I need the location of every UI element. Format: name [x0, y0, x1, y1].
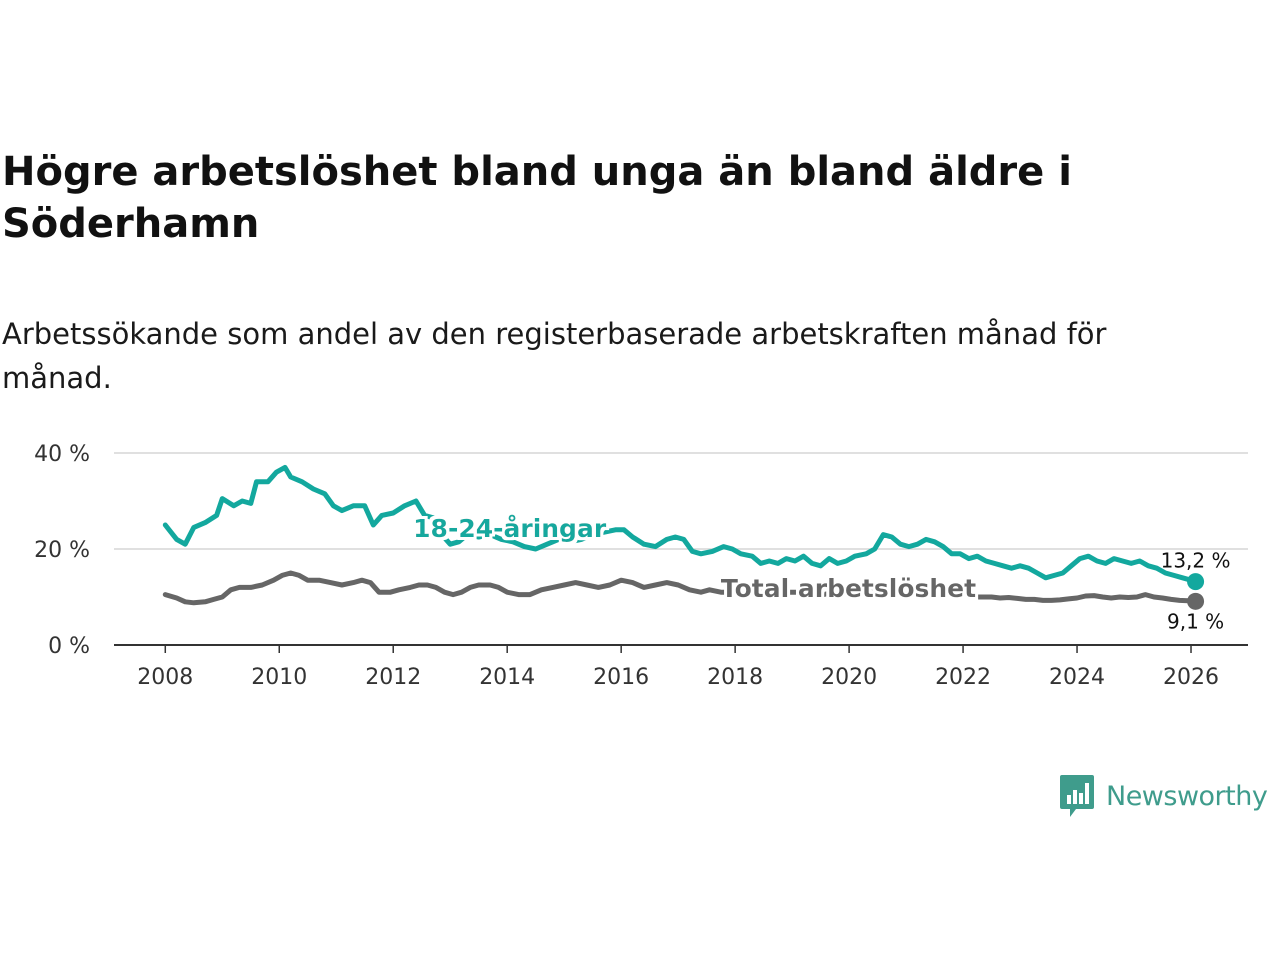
x-tick-label: 2014: [479, 665, 535, 690]
bar-chart-badge-icon: [1060, 775, 1094, 817]
x-tick-label: 2020: [821, 665, 877, 690]
series-line-youth: [162, 464, 1199, 585]
series-label-total: Total arbetslöshet: [721, 574, 976, 603]
series-lines: [162, 464, 1205, 610]
x-tick-label: 2024: [1049, 665, 1105, 690]
series-line-total: [162, 570, 1199, 606]
gridlines: 0 % 20 % 40 %: [34, 442, 1248, 659]
x-axis: 2008 2010 2012 2014 2016 2018 2020 2022 2024 2026: [114, 644, 1248, 690]
chart-title: Högre arbetslöshet bland unga än bland ä…: [2, 149, 1072, 247]
y-tick-label: 0 %: [48, 634, 90, 659]
x-tick-label: 2026: [1163, 665, 1219, 690]
end-point-total: [1187, 592, 1205, 610]
series-labels: 18-24-åringar Total arbetslöshet 13,2 % 9,1…: [413, 514, 1230, 633]
series-label-youth: 18-24-åringar: [413, 514, 607, 543]
y-tick-label: 40 %: [34, 442, 90, 467]
x-tick-label: 2022: [935, 665, 991, 690]
brand-logo: Newsworthy: [1058, 772, 1268, 820]
end-value-total: 9,1 %: [1167, 609, 1224, 633]
x-tick-label: 2008: [137, 665, 193, 690]
end-point-youth: [1187, 573, 1205, 591]
x-tick-label: 2016: [593, 665, 649, 690]
brand-name: Newsworthy: [1106, 780, 1268, 812]
y-tick-label: 20 %: [34, 538, 90, 563]
x-tick-label: 2018: [707, 665, 763, 690]
x-tick-label: 2012: [365, 665, 421, 690]
end-value-youth: 13,2 %: [1161, 549, 1231, 573]
x-tick-label: 2010: [251, 665, 307, 690]
chart-subtitle: Arbetssökande som andel av den registerb…: [2, 317, 1107, 395]
